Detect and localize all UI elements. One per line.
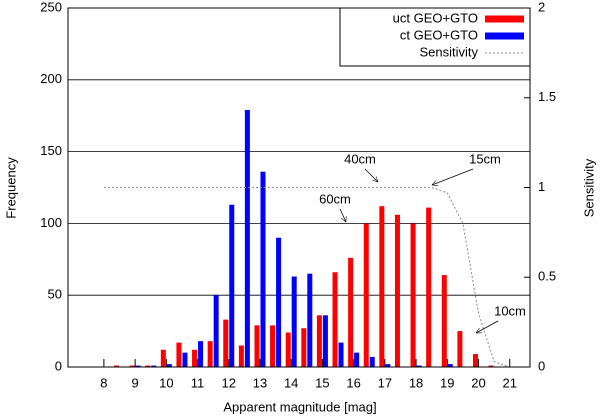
bar	[447, 364, 453, 367]
annotation-arrow	[432, 168, 474, 185]
y2-tick-label: 1.5	[538, 89, 556, 104]
bar	[238, 345, 244, 367]
bar	[307, 273, 313, 367]
x-tick-label: 15	[315, 375, 329, 390]
y2-tick-label: 1	[538, 179, 545, 194]
bar	[322, 315, 328, 367]
y-axis-label: Frequency	[3, 157, 18, 219]
bar	[291, 276, 297, 367]
y2-axis-label: Sensitivity	[581, 158, 596, 217]
x-tick-label: 20	[471, 375, 485, 390]
annotation: 15cm	[469, 151, 501, 166]
y2-tick-label: 0	[538, 358, 545, 373]
bar	[416, 365, 422, 367]
bar	[348, 257, 354, 367]
y2-tick-label: 0.5	[538, 269, 556, 284]
bar	[114, 365, 120, 367]
legend-label: uct GEO+GTO	[393, 10, 478, 25]
bar	[285, 332, 291, 367]
x-tick-label: 19	[440, 375, 454, 390]
legend-label: ct GEO+GTO	[400, 27, 478, 42]
y-tick-label: 0	[55, 358, 62, 373]
annotation: 10cm	[494, 303, 526, 318]
bar	[166, 364, 172, 367]
y-tick-label: 150	[40, 143, 62, 158]
bar	[426, 207, 432, 367]
bar	[151, 365, 157, 367]
y2-tick-label: 2	[538, 0, 545, 14]
x-tick-label: 11	[191, 375, 205, 390]
bar	[223, 319, 229, 367]
bar	[160, 349, 166, 367]
bar	[441, 275, 447, 367]
x-tick-label: 18	[409, 375, 423, 390]
plot-frame	[67, 7, 531, 368]
y-tick-label: 250	[40, 0, 62, 14]
legend-label: Sensitivity	[419, 44, 478, 59]
bar	[135, 365, 141, 367]
annotation: 40cm	[344, 151, 376, 166]
annotation-arrow	[364, 168, 378, 182]
x-tick-label: 10	[159, 375, 173, 390]
bar	[182, 352, 188, 367]
y-tick-label: 50	[48, 287, 62, 302]
bar	[394, 214, 400, 367]
bar	[129, 365, 135, 367]
bar	[270, 325, 276, 367]
bar	[316, 315, 322, 367]
bar	[332, 272, 338, 367]
bar	[410, 223, 416, 367]
bar	[192, 349, 198, 367]
x-tick-label: 14	[284, 375, 298, 390]
bar	[472, 354, 478, 367]
annotation-arrow	[476, 320, 499, 334]
y-tick-label: 200	[40, 71, 62, 86]
bar	[338, 342, 344, 367]
bar	[276, 237, 282, 367]
x-tick-label: 8	[100, 375, 107, 390]
x-tick-label: 12	[222, 375, 236, 390]
annotation: 60cm	[319, 191, 351, 206]
bar	[385, 364, 391, 367]
bar	[198, 341, 204, 367]
bar	[379, 206, 385, 367]
x-tick-label: 9	[131, 375, 138, 390]
bar	[260, 171, 266, 367]
x-tick-label: 21	[502, 375, 516, 390]
x-tick-label: 17	[378, 375, 392, 390]
bar	[301, 328, 307, 367]
x-tick-label: 16	[346, 375, 360, 390]
bar	[213, 295, 219, 367]
annotation-arrow	[339, 208, 346, 222]
bar	[363, 223, 369, 367]
bar	[369, 356, 375, 367]
bar	[254, 325, 260, 367]
bar	[176, 342, 182, 367]
bar	[244, 109, 250, 368]
bar	[457, 331, 463, 367]
y-tick-label: 100	[40, 215, 62, 230]
bar	[207, 341, 213, 367]
bar	[354, 352, 360, 367]
x-tick-label: 13	[253, 375, 267, 390]
bar	[229, 204, 235, 367]
x-axis-label: Apparent magnitude [mag]	[223, 399, 376, 414]
bar	[145, 365, 151, 367]
bar	[488, 365, 494, 367]
sensitivity-line	[103, 187, 510, 368]
